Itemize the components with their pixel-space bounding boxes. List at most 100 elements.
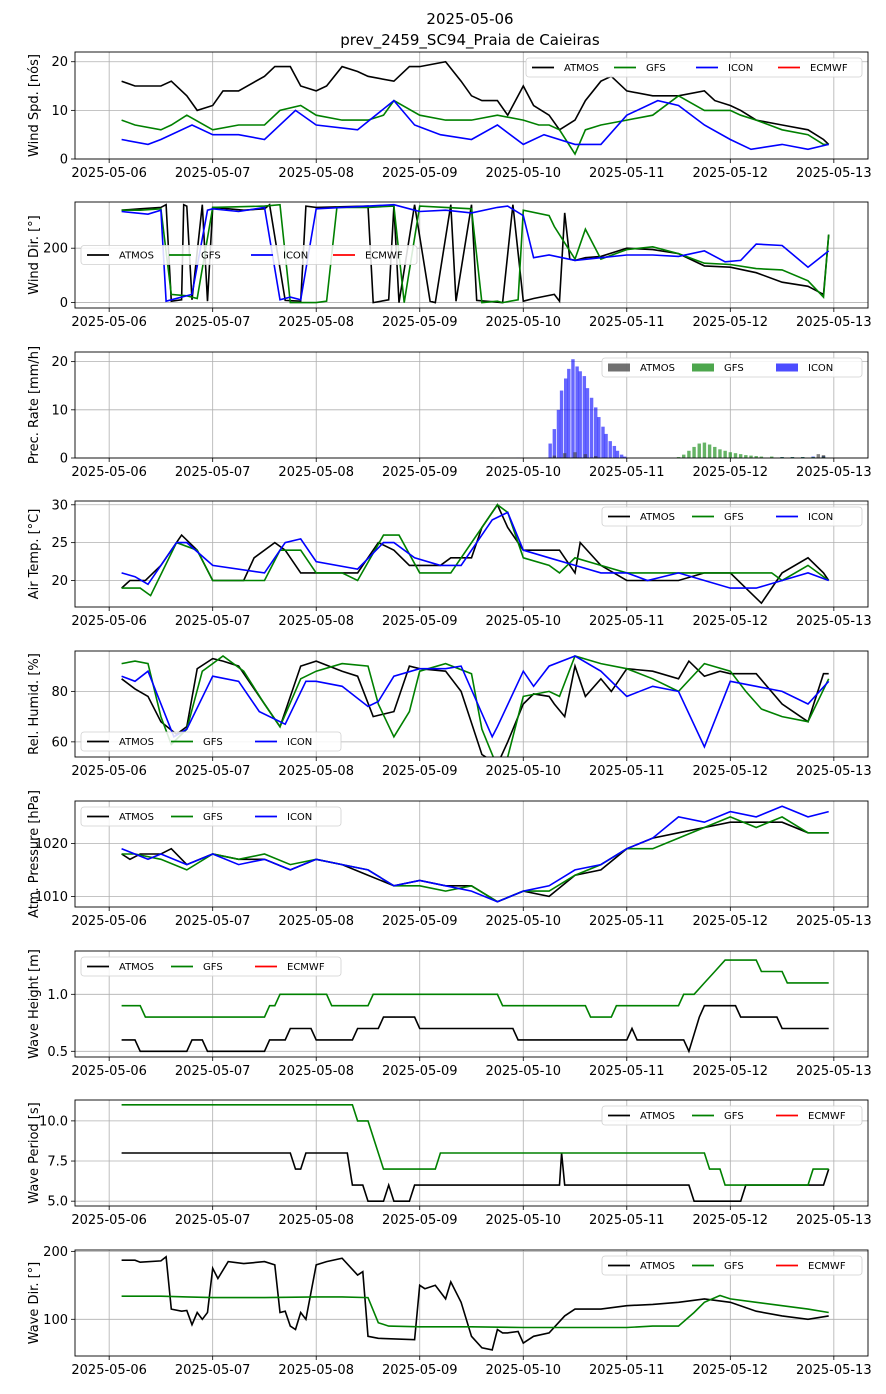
x-tick-label: 2025-05-07 xyxy=(175,315,251,330)
x-tick-label: 2025-05-09 xyxy=(382,1064,458,1079)
precip-bar-icon xyxy=(557,410,560,458)
x-tick-label: 2025-05-06 xyxy=(71,166,147,181)
legend-label-atmos: ATMOS xyxy=(119,812,154,823)
legend-label-gfs: GFS xyxy=(201,251,221,262)
precip-bar-icon xyxy=(553,429,556,458)
x-tick-label: 2025-05-13 xyxy=(796,914,872,929)
y-tick-label: 5.0 xyxy=(47,1195,68,1210)
series-line-gfs xyxy=(122,96,829,154)
legend-label-ecmwf: ECMWF xyxy=(365,251,403,262)
x-tick-label: 2025-05-09 xyxy=(382,166,458,181)
y-tick-label: 20 xyxy=(51,55,68,70)
precip-bar-icon xyxy=(609,441,612,458)
legend-label-atmos: ATMOS xyxy=(640,363,675,374)
precip-bar-icon xyxy=(601,427,604,458)
x-tick-label: 2025-05-11 xyxy=(589,764,665,779)
legend-label-gfs: GFS xyxy=(724,1111,744,1122)
precip-bar-gfs xyxy=(698,444,701,458)
y-tick-label: 0 xyxy=(60,452,68,467)
y-tick-label: 20 xyxy=(51,355,68,370)
x-tick-label: 2025-05-11 xyxy=(589,166,665,181)
x-tick-label: 2025-05-12 xyxy=(693,1064,769,1079)
legend-swatch-icon xyxy=(776,364,798,372)
x-tick-label: 2025-05-09 xyxy=(382,1213,458,1228)
precip-bar-gfs xyxy=(692,447,695,458)
legend-label-gfs: GFS xyxy=(724,512,744,523)
legend-label-ecmwf: ECMWF xyxy=(808,1261,846,1272)
legend-label-icon: ICON xyxy=(287,812,312,823)
precip-bar-gfs xyxy=(687,451,690,458)
x-tick-label: 2025-05-08 xyxy=(278,1213,354,1228)
x-tick-label: 2025-05-09 xyxy=(382,914,458,929)
legend-label-atmos: ATMOS xyxy=(640,1111,675,1122)
x-tick-label: 2025-05-10 xyxy=(485,1064,561,1079)
legend-label-ecmwf: ECMWF xyxy=(808,1111,846,1122)
chart-title-date: 2025-05-06 xyxy=(426,10,513,28)
x-tick-label: 2025-05-06 xyxy=(71,1213,147,1228)
y-tick-label: 80 xyxy=(51,685,68,700)
precip-bar-gfs xyxy=(739,454,742,458)
x-tick-label: 2025-05-12 xyxy=(693,315,769,330)
precip-bar-icon xyxy=(616,451,619,458)
x-tick-label: 2025-05-06 xyxy=(71,614,147,629)
legend-label-atmos: ATMOS xyxy=(640,1261,675,1272)
y-tick-label: 200 xyxy=(43,1245,68,1260)
legend-label-gfs: GFS xyxy=(724,1261,744,1272)
panel-3: 2025-05-06 2025-05-07 2025-05-08 2025-05-09… xyxy=(27,346,872,480)
precip-bar-icon xyxy=(604,434,607,458)
y-tick-label: 10.0 xyxy=(39,1114,68,1129)
x-tick-label: 2025-05-07 xyxy=(175,166,251,181)
y-axis-label: Wind Dir. [°] xyxy=(27,215,42,295)
precip-bar-atmos xyxy=(584,454,587,458)
y-tick-label: 30 xyxy=(51,498,68,513)
x-tick-label: 2025-05-06 xyxy=(71,1363,147,1378)
legend-label-gfs: GFS xyxy=(646,63,666,74)
x-tick-label: 2025-05-10 xyxy=(485,465,561,480)
y-axis-label: Air Temp. [°C] xyxy=(27,509,42,600)
x-tick-label: 2025-05-13 xyxy=(796,1213,872,1228)
y-tick-label: 0 xyxy=(60,296,68,311)
x-tick-label: 2025-05-09 xyxy=(382,465,458,480)
legend: ATMOS GFS ECMWF xyxy=(602,1256,862,1275)
y-tick-label: 10 xyxy=(51,403,68,418)
x-tick-label: 2025-05-13 xyxy=(796,315,872,330)
x-tick-label: 2025-05-12 xyxy=(693,166,769,181)
legend-label-ecmwf: ECMWF xyxy=(810,63,848,74)
x-tick-label: 2025-05-07 xyxy=(175,764,251,779)
x-tick-label: 2025-05-11 xyxy=(589,1213,665,1228)
y-axis-label: Wave Period [s] xyxy=(27,1102,42,1203)
precip-bar-icon xyxy=(583,376,586,458)
legend-label-ecmwf: ECMWF xyxy=(287,962,325,973)
y-tick-label: 100 xyxy=(43,1313,68,1328)
x-tick-label: 2025-05-10 xyxy=(485,614,561,629)
y-axis-label: Wave Height [m] xyxy=(27,949,42,1059)
x-tick-label: 2025-05-11 xyxy=(589,465,665,480)
x-tick-label: 2025-05-12 xyxy=(693,1363,769,1378)
precip-bar-gfs xyxy=(713,447,716,458)
legend-label-atmos: ATMOS xyxy=(119,251,154,262)
precip-bar-icon xyxy=(571,359,574,458)
y-axis-label: Prec. Rate [mm/h] xyxy=(27,346,42,464)
x-tick-label: 2025-05-06 xyxy=(71,315,147,330)
x-tick-label: 2025-05-08 xyxy=(278,914,354,929)
precip-bar-icon xyxy=(594,407,597,458)
precip-bar-atmos xyxy=(573,452,576,458)
x-tick-label: 2025-05-08 xyxy=(278,465,354,480)
x-tick-label: 2025-05-08 xyxy=(278,1363,354,1378)
x-tick-label: 2025-05-07 xyxy=(175,1064,251,1079)
x-tick-label: 2025-05-09 xyxy=(382,764,458,779)
legend-label-gfs: GFS xyxy=(203,737,223,748)
legend-label-icon: ICON xyxy=(283,251,308,262)
x-tick-label: 2025-05-06 xyxy=(71,465,147,480)
chart-title-station: prev_2459_SC94_Praia de Caieiras xyxy=(340,31,600,50)
x-tick-label: 2025-05-07 xyxy=(175,465,251,480)
x-tick-label: 2025-05-08 xyxy=(278,315,354,330)
